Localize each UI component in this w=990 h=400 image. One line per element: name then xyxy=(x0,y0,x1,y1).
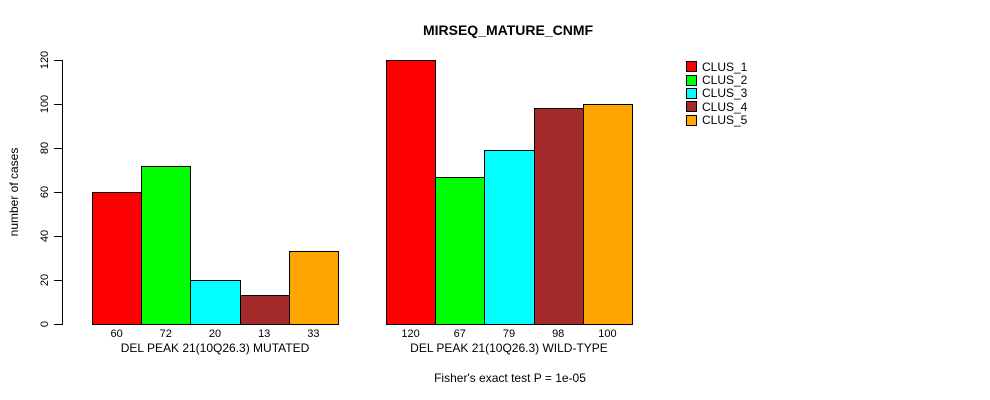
y-tick-label: 20 xyxy=(39,273,51,287)
y-tick-mark xyxy=(54,60,62,61)
y-axis-title: number of cases xyxy=(7,147,21,237)
y-tick-mark xyxy=(54,104,62,105)
bar-clus_3 xyxy=(484,150,535,325)
bar-clus_2 xyxy=(141,165,192,325)
bar-value-label: 72 xyxy=(159,328,172,340)
legend-item-clus_2: CLUS_2 xyxy=(686,73,748,88)
legend-swatch-icon xyxy=(686,87,697,99)
legend-label: CLUS_1 xyxy=(702,59,748,74)
y-tick-label: 40 xyxy=(39,229,51,243)
bar-clus_3 xyxy=(190,280,241,325)
bar-clus_5 xyxy=(288,251,339,325)
bar-value-label: 33 xyxy=(307,328,320,340)
y-tick-label: 60 xyxy=(39,185,51,199)
bar-clus_1 xyxy=(386,60,437,325)
y-axis-line xyxy=(62,60,63,325)
legend-label: CLUS_5 xyxy=(702,113,748,128)
y-tick-mark xyxy=(54,192,62,193)
y-tick-label: 120 xyxy=(39,50,51,70)
y-tick-mark xyxy=(54,324,62,325)
bar-clus_4 xyxy=(533,108,584,325)
bar-value-label: 20 xyxy=(208,328,222,340)
legend-item-clus_5: CLUS_5 xyxy=(686,113,748,128)
chart-title: MIRSEQ_MATURE_CNMF xyxy=(422,22,594,38)
legend: CLUS_1 CLUS_2 CLUS_3 CLUS_4 CLUS_5 xyxy=(686,60,747,127)
legend-item-clus_4: CLUS_4 xyxy=(686,99,748,114)
y-tick-mark xyxy=(54,236,62,237)
legend-swatch-icon xyxy=(686,114,697,126)
y-tick-label: 100 xyxy=(39,94,51,114)
legend-swatch-icon xyxy=(686,101,697,113)
bar-clus_4 xyxy=(239,295,290,325)
bar-value-label: 120 xyxy=(401,328,420,340)
legend-label: CLUS_2 xyxy=(702,73,748,88)
legend-label: CLUS_3 xyxy=(702,86,748,101)
bar-value-label: 60 xyxy=(110,328,123,340)
fisher-test-annotation: Fisher's exact test P = 1e-05 xyxy=(434,371,586,385)
legend-swatch-icon xyxy=(686,61,697,73)
y-tick-mark xyxy=(54,280,62,281)
bar-value-label: 67 xyxy=(453,328,466,340)
bar-value-label: 79 xyxy=(502,328,516,340)
bar-value-label: 100 xyxy=(598,328,617,340)
bar-clus_2 xyxy=(435,176,486,325)
y-tick-label: 0 xyxy=(39,320,51,328)
bar-value-label: 98 xyxy=(552,328,565,340)
legend-swatch-icon xyxy=(686,74,697,86)
legend-item-clus_3: CLUS_3 xyxy=(686,86,748,101)
bar-clus_1 xyxy=(92,192,143,325)
group-label: DEL PEAK 21(10Q26.3) MUTATED xyxy=(120,341,310,355)
group-label: DEL PEAK 21(10Q26.3) WILD-TYPE xyxy=(410,341,608,355)
bar-clus_5 xyxy=(582,104,633,325)
legend-label: CLUS_4 xyxy=(702,99,748,114)
y-tick-mark xyxy=(54,148,62,149)
y-tick-label: 80 xyxy=(39,141,51,155)
bar-value-label: 13 xyxy=(258,328,271,340)
legend-item-clus_1: CLUS_1 xyxy=(686,59,748,74)
